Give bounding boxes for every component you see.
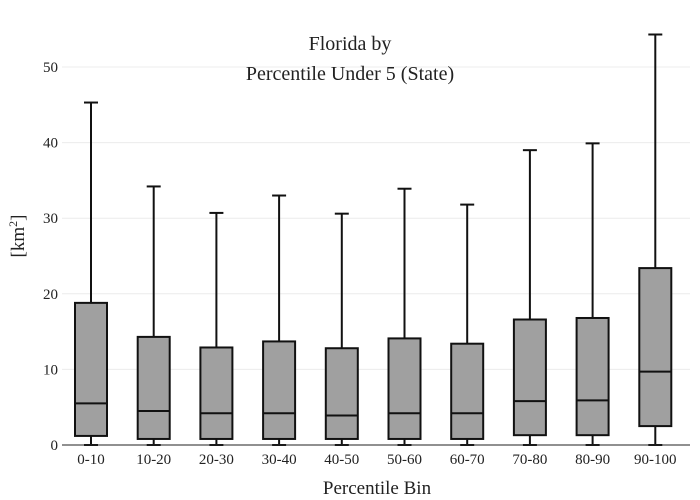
box-50-60 xyxy=(387,187,422,446)
x-tick-label: 0-10 xyxy=(77,452,105,468)
x-axis-title: Percentile Bin xyxy=(323,478,432,499)
y-axis-title-sup: 2 xyxy=(6,221,20,227)
x-tick-label: 70-80 xyxy=(512,452,547,468)
iqr-box xyxy=(512,318,547,437)
box-10-20 xyxy=(136,185,171,446)
x-tick-label: 20-30 xyxy=(199,452,234,468)
iqr-box xyxy=(387,337,422,440)
iqr-box xyxy=(199,346,234,440)
x-tick-label: 80-90 xyxy=(575,452,610,468)
y-axis-title-end: ] xyxy=(8,215,29,221)
y-tick-label: 50 xyxy=(43,60,58,76)
x-tick-label: 60-70 xyxy=(450,452,485,468)
box-60-70 xyxy=(450,203,485,446)
box-90-100 xyxy=(638,33,673,446)
box-0-10 xyxy=(74,101,108,446)
y-tick-label: 0 xyxy=(51,438,59,454)
axes: 0 10 20 30 40 50 0-10 10-20 20-30 30-40 40-50 50-60… xyxy=(43,60,690,468)
x-tick-label: 10-20 xyxy=(136,452,171,468)
boxes xyxy=(74,33,673,446)
y-tick-label: 10 xyxy=(43,362,58,378)
x-tick-label: 40-50 xyxy=(324,452,359,468)
box-80-90 xyxy=(575,142,610,446)
y-tick-label: 40 xyxy=(43,136,58,152)
chart-title-line-2: Percentile Under 5 (State) xyxy=(246,63,454,85)
box-30-40 xyxy=(262,194,297,446)
iqr-box xyxy=(450,342,485,440)
box-40-50 xyxy=(324,212,359,446)
y-tick-label: 20 xyxy=(43,287,58,303)
iqr-box xyxy=(262,340,297,440)
iqr-box xyxy=(74,301,108,437)
chart-title-line-1: Florida by xyxy=(309,33,392,55)
y-tick-label: 30 xyxy=(43,211,58,227)
y-axis-title: [km2] xyxy=(6,215,29,258)
y-axis-title-main: [km xyxy=(8,227,29,258)
box-70-80 xyxy=(512,149,547,446)
iqr-box xyxy=(575,316,610,437)
x-tick-label: 30-40 xyxy=(262,452,297,468)
iqr-box xyxy=(324,347,359,440)
x-tick-label: 50-60 xyxy=(387,452,422,468)
iqr-box xyxy=(136,335,171,440)
box-20-30 xyxy=(199,211,234,446)
iqr-box xyxy=(638,267,673,428)
x-tick-label: 90-100 xyxy=(634,452,677,468)
